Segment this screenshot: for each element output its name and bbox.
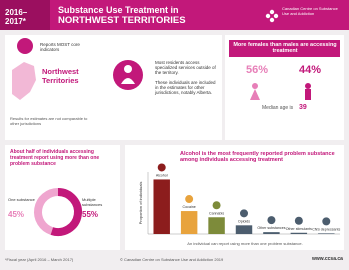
gender-heading-box <box>229 40 340 57</box>
category-icon <box>322 217 331 226</box>
donut-title: About half of individuals accessing trea… <box>10 149 100 167</box>
logo-dot <box>273 13 279 19</box>
median-label: Median age is <box>262 105 294 111</box>
title-line1: Substance Use Treatment in <box>58 5 179 15</box>
logo-dot <box>269 9 275 15</box>
female-share: 56% <box>246 64 269 76</box>
copyright: © Canadian Centre on Substance Use and A… <box>120 257 224 262</box>
category-label: Cannabis <box>209 211 224 215</box>
badge-text: Reports MOST core indicators <box>40 42 80 53</box>
title-line2: NORTHWEST TERRITORIES <box>58 15 186 26</box>
category-label: CNS depressants <box>312 227 340 231</box>
footnote: *Fiscal year (April 2016 – March 2017) <box>5 257 74 262</box>
bar <box>235 225 253 234</box>
person-head <box>124 65 132 73</box>
bar <box>290 232 308 234</box>
bar <box>153 179 170 234</box>
category-label: Cocaine <box>183 205 196 209</box>
category-label: Other stimulants <box>286 227 312 231</box>
logo-dot <box>269 17 275 23</box>
donut-segment <box>50 188 82 236</box>
icon-body <box>305 89 311 100</box>
category-label: Alcohol <box>156 173 168 177</box>
chart-note: An individual can report using more than… <box>187 241 303 246</box>
category-label: Other substances <box>257 226 285 230</box>
org-name: Canadian Centre on Substance Use and Add… <box>282 6 338 16</box>
bar <box>180 211 198 234</box>
y-axis-label: Proportion of individuals <box>138 182 143 225</box>
header-bar <box>0 0 349 30</box>
category-label: Opioids <box>238 219 250 223</box>
url: www.ccsa.ca <box>312 256 343 262</box>
icon-head <box>252 83 258 89</box>
bar <box>318 233 335 234</box>
region: Northwest Territories <box>42 67 79 85</box>
badge-icon <box>17 38 33 54</box>
icon-head <box>305 83 311 89</box>
bullet: Most residents access specialized servic… <box>155 60 216 76</box>
bar <box>263 232 280 234</box>
legend-label: Multiple substances <box>82 197 103 207</box>
donut-segment <box>34 188 59 235</box>
category-icon <box>267 216 276 225</box>
data-label: 45% <box>8 210 25 219</box>
data-label: 55% <box>82 210 99 219</box>
male-icon <box>305 83 311 100</box>
icon-body <box>250 89 260 100</box>
bullet: These individuals are included in the es… <box>155 80 216 96</box>
gender-heading: More females than males are accessing tr… <box>233 42 337 55</box>
person-body <box>121 78 135 84</box>
category-icon <box>157 163 166 172</box>
year-block <box>0 0 50 30</box>
category-icon <box>294 216 303 225</box>
years: 2016–2017* <box>5 8 28 27</box>
category-icon <box>185 195 194 204</box>
bar-title: Alcohol is the most frequently reported … <box>180 151 335 164</box>
map <box>12 62 36 100</box>
logo <box>265 9 279 23</box>
legend-label: One substance <box>8 197 35 202</box>
bar <box>208 217 225 234</box>
male-share: 44% <box>299 64 322 76</box>
logo-dot <box>265 13 271 19</box>
person-icon <box>113 60 143 90</box>
female-icon <box>250 83 260 100</box>
category-icon <box>212 201 221 210</box>
category-icon <box>240 209 248 218</box>
note: Results for estimates are not comparable… <box>10 116 88 126</box>
median-age: 39 <box>299 104 307 111</box>
